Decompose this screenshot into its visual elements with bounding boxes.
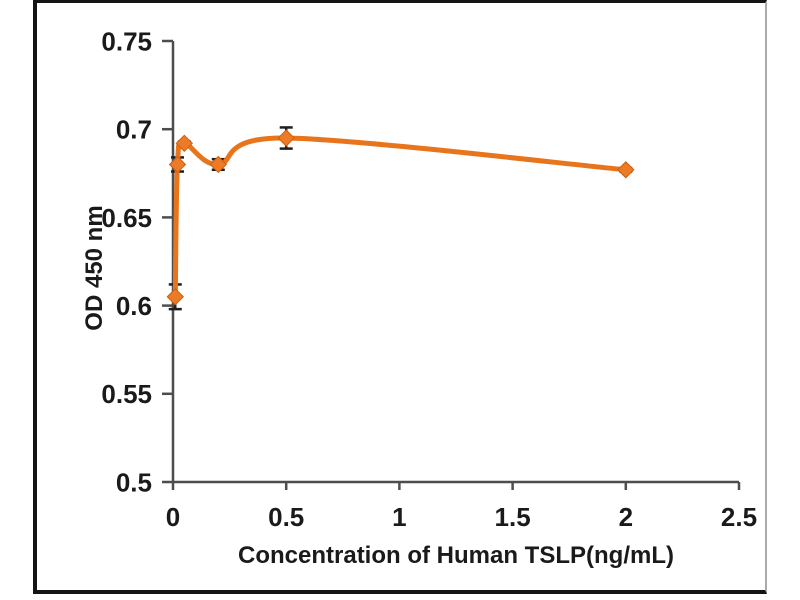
axes-group: 0.5 0.55 0.6 0.65 0.7 0.75 0 0.5 1 1.5 2 2.5: [101, 26, 757, 532]
x-axis-title: Concentration of Human TSLP(ng/mL): [238, 542, 674, 569]
image-frame: [33, 0, 767, 594]
x-axis-tick-label: 1.5: [495, 502, 531, 532]
series-group: [172, 135, 629, 300]
data-point-marker: [166, 288, 184, 306]
data-point-marker: [617, 161, 635, 179]
y-axis-title: OD 450 nm: [81, 205, 108, 331]
y-axis-tick-label: 0.55: [101, 379, 152, 409]
y-axis-tick-label: 0.6: [116, 291, 152, 321]
x-axis-tick-label: 2.5: [721, 502, 757, 532]
y-axis-tick-label: 0.65: [101, 203, 152, 233]
data-point-marker: [209, 155, 227, 174]
x-axis-tick-label: 0.5: [268, 502, 304, 532]
x-axis-tick-label: 1: [392, 502, 406, 532]
x-axis-tick-label: 0: [166, 502, 180, 532]
data-point-marker: [168, 155, 187, 174]
y-axis-tick-label: 0.5: [116, 467, 152, 497]
data-point-marker: [175, 134, 194, 153]
series-line: [172, 135, 629, 300]
markers-group: [166, 129, 635, 306]
x-axis-tick-label: 2: [619, 502, 633, 532]
data-point-marker: [277, 129, 295, 147]
y-axis-tick-label: 0.7: [116, 115, 152, 145]
error-bars-group: [168, 126, 633, 311]
y-axis-tick-label: 0.75: [101, 26, 152, 56]
